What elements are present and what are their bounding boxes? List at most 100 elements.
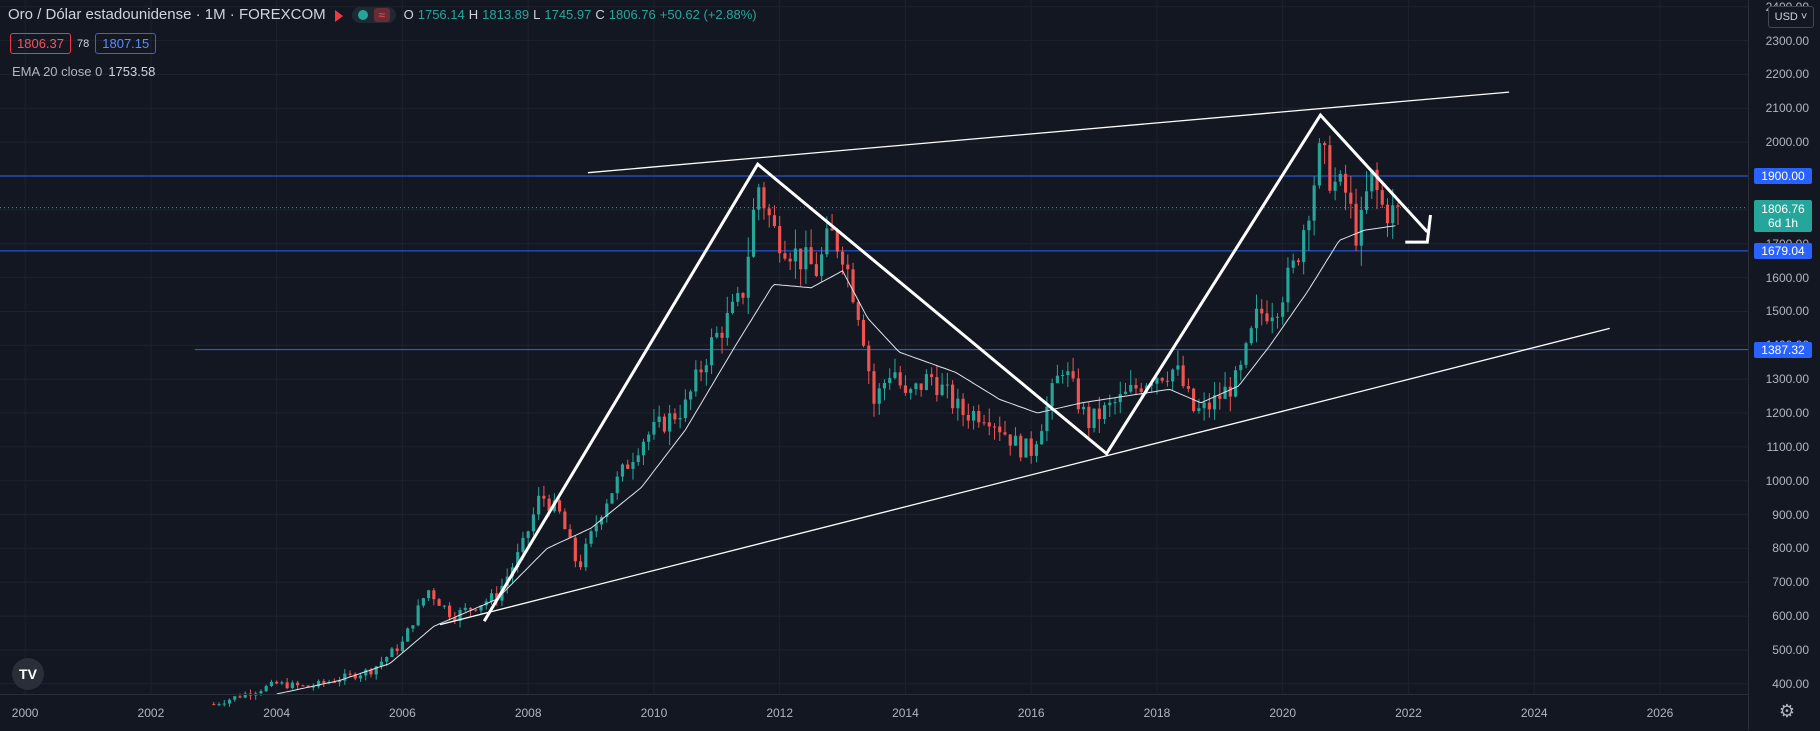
candle-body — [1165, 380, 1170, 382]
candle-body — [364, 669, 368, 676]
candle-body — [930, 374, 934, 378]
candle-body — [709, 337, 714, 366]
level-price-badge[interactable]: 1900.00 — [1754, 168, 1812, 185]
candle-body — [668, 413, 672, 432]
candle-body — [1045, 406, 1049, 432]
symbol-title[interactable]: Oro / Dólar estadounidense · 1M · FOREXC… — [8, 6, 326, 23]
candle-body — [982, 422, 986, 424]
candle-body — [793, 248, 797, 262]
candle-body — [851, 269, 855, 303]
year-tick-label: 2014 — [892, 706, 919, 720]
candle-body — [369, 669, 373, 675]
candle-body — [1213, 395, 1217, 410]
current-price-badge[interactable]: 1806.76 6d 1h — [1754, 199, 1812, 232]
candle-body — [1181, 365, 1185, 387]
candle-body — [1281, 302, 1285, 317]
year-tick-label: 2006 — [389, 706, 416, 720]
candle-body — [840, 251, 845, 265]
candle-body — [259, 691, 263, 694]
quote-row: 1806.37 78 1807.15 — [10, 33, 157, 54]
candle-body — [1034, 444, 1039, 456]
trendline — [439, 327, 1610, 626]
candle-body — [311, 686, 315, 688]
candle-body — [1197, 408, 1201, 411]
candle-body — [1275, 316, 1280, 318]
candle-body — [626, 464, 630, 469]
horizontal-levels[interactable] — [0, 175, 1748, 351]
candle-body — [1317, 143, 1321, 186]
buy-price-button[interactable]: 1807.15 — [95, 33, 157, 54]
candle-body — [699, 369, 703, 373]
candle-body — [453, 617, 457, 621]
candle-body — [558, 500, 562, 512]
level-price-badge[interactable]: 1387.32 — [1754, 341, 1812, 358]
candle-body — [615, 476, 619, 494]
candle-body — [1359, 209, 1363, 246]
candle-body — [662, 416, 666, 432]
candle-body — [1338, 173, 1342, 182]
indicator-legend[interactable]: EMA 20 close 0 1753.58 — [12, 64, 155, 79]
candle-body — [987, 422, 991, 427]
candle-body — [1302, 230, 1306, 263]
candle-body — [448, 605, 452, 618]
sell-price-button[interactable]: 1806.37 — [10, 33, 71, 54]
tradingview-logo[interactable]: TV — [12, 658, 44, 690]
candle-body — [772, 215, 777, 227]
candle-body — [945, 384, 949, 386]
level-price-badge[interactable]: 1679.04 — [1754, 242, 1812, 259]
price-tick-label: 2200.00 — [1765, 67, 1809, 82]
candle-body — [825, 228, 829, 255]
candle-body — [940, 384, 944, 396]
flag-icon[interactable] — [334, 9, 344, 22]
candle-body — [1228, 386, 1232, 397]
candle-body — [856, 302, 860, 320]
candle-body — [631, 462, 635, 469]
candle-body — [317, 680, 321, 687]
candle-body — [1008, 434, 1012, 446]
candle-body — [568, 529, 572, 538]
candle-body — [799, 248, 803, 270]
year-tick-label: 2020 — [1269, 706, 1297, 720]
close-value: 1806.76 — [608, 7, 656, 22]
candle-body — [1364, 191, 1369, 210]
candle-body — [762, 187, 766, 209]
bar-countdown: 6d 1h — [1767, 215, 1799, 230]
candle-body — [1129, 384, 1133, 392]
candle-body — [971, 410, 976, 421]
price-axis[interactable]: 2400.002300.002200.002100.002000.001900.… — [1748, 0, 1820, 730]
candle-body — [1108, 402, 1112, 406]
spread-value: 78 — [77, 37, 90, 50]
candle-body — [442, 605, 446, 607]
candle-body — [998, 426, 1002, 433]
price-tick-label: 1100.00 — [1766, 439, 1810, 454]
candle-body — [741, 293, 745, 298]
candle-body — [353, 673, 357, 679]
year-tick-label: 2010 — [640, 706, 668, 720]
currency-button[interactable]: USD ˅ — [1768, 6, 1814, 28]
status-pill[interactable]: ≈ — [351, 6, 396, 23]
candle-body — [217, 704, 221, 706]
candle-body — [296, 682, 300, 686]
price-tick-label: 700.00 — [1772, 575, 1809, 590]
candle-body — [898, 372, 902, 386]
candle-body — [395, 648, 399, 652]
time-axis[interactable] — [0, 694, 1748, 731]
candle-body — [872, 371, 876, 404]
candle-body — [956, 398, 960, 409]
price-tick-label: 800.00 — [1772, 541, 1809, 556]
candle-body — [877, 388, 881, 404]
candle-body — [1066, 371, 1070, 376]
candle-body — [222, 703, 226, 705]
indicator-label: EMA 20 close 0 — [12, 64, 103, 79]
candle-body — [238, 696, 242, 698]
candle-body — [212, 704, 216, 706]
trend-drawings[interactable] — [439, 91, 1610, 626]
candle-body — [584, 543, 588, 568]
candle-body — [421, 598, 425, 606]
candle-body — [835, 230, 839, 252]
legend-header: Oro / Dólar estadounidense · 1M · FOREXC… — [8, 6, 757, 23]
candle-body — [599, 516, 604, 525]
gear-icon[interactable]: ⚙ — [1778, 700, 1796, 721]
candle-body — [1307, 220, 1311, 231]
